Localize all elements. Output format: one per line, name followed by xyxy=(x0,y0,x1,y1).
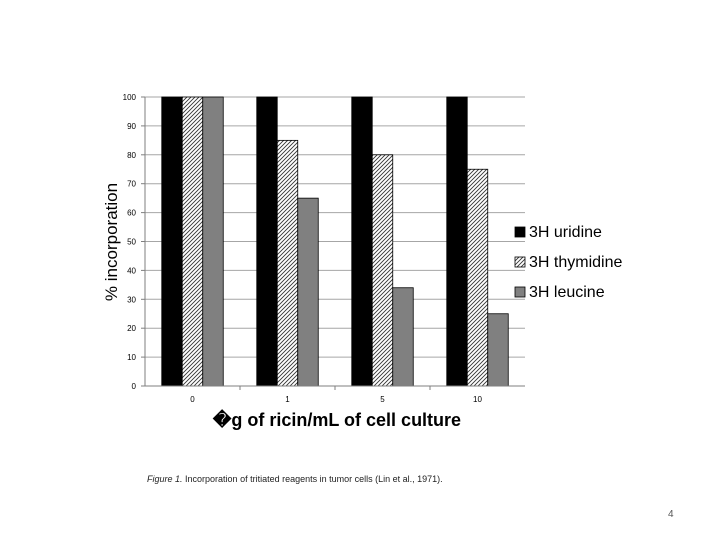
figure-label: Figure 1. xyxy=(147,474,183,484)
legend-label: 3H thymidine xyxy=(529,254,622,271)
y-tick-label: 90 xyxy=(127,122,136,131)
figure-caption: Figure 1. Incorporation of tritiated rea… xyxy=(147,474,443,484)
bar xyxy=(256,96,278,387)
y-tick-label: 10 xyxy=(127,353,136,362)
bar xyxy=(202,96,224,387)
y-tick-label: 70 xyxy=(127,180,136,189)
bar xyxy=(466,168,489,387)
caption-text: Incorporation of tritiated reagents in t… xyxy=(182,474,443,484)
legend-swatch xyxy=(514,256,526,268)
axes xyxy=(144,97,525,390)
legend-label: 3H leucine xyxy=(529,284,605,301)
y-tick-label: 50 xyxy=(127,238,136,247)
bar xyxy=(297,197,319,387)
y-tick-label: 80 xyxy=(127,151,136,160)
bar xyxy=(487,313,509,387)
x-tick-label: 0 xyxy=(190,395,195,404)
page-number: 4 xyxy=(668,509,674,520)
x-tick-label: 5 xyxy=(380,395,385,404)
tick-labels: 0 10 20 30 40 50 60 70 80 90 100 0 1 5 10 xyxy=(123,93,483,404)
legend-label: 3H uridine xyxy=(529,224,602,241)
x-tick-label: 10 xyxy=(473,395,482,404)
x-axis-label: �g of ricin/mL of cell culture xyxy=(212,409,461,430)
y-tick-label: 60 xyxy=(127,209,136,218)
bar xyxy=(446,96,468,387)
legend: 3H uridine 3H thymidine 3H leucine xyxy=(514,224,622,301)
legend-swatch xyxy=(514,226,526,238)
bar xyxy=(351,96,373,387)
y-axis-label: % incorporation xyxy=(102,183,121,301)
bar xyxy=(392,287,414,387)
y-tick-label: 100 xyxy=(123,93,137,102)
bars xyxy=(161,96,509,387)
y-tick-label: 0 xyxy=(132,382,137,391)
y-tick-label: 30 xyxy=(127,295,136,304)
bar xyxy=(371,154,394,387)
bar xyxy=(181,96,204,387)
bar xyxy=(276,139,299,387)
y-tick-label: 20 xyxy=(127,324,136,333)
x-tick-label: 1 xyxy=(285,395,290,404)
bar xyxy=(161,96,183,387)
y-tick-label: 40 xyxy=(127,266,136,275)
legend-swatch xyxy=(514,286,526,298)
